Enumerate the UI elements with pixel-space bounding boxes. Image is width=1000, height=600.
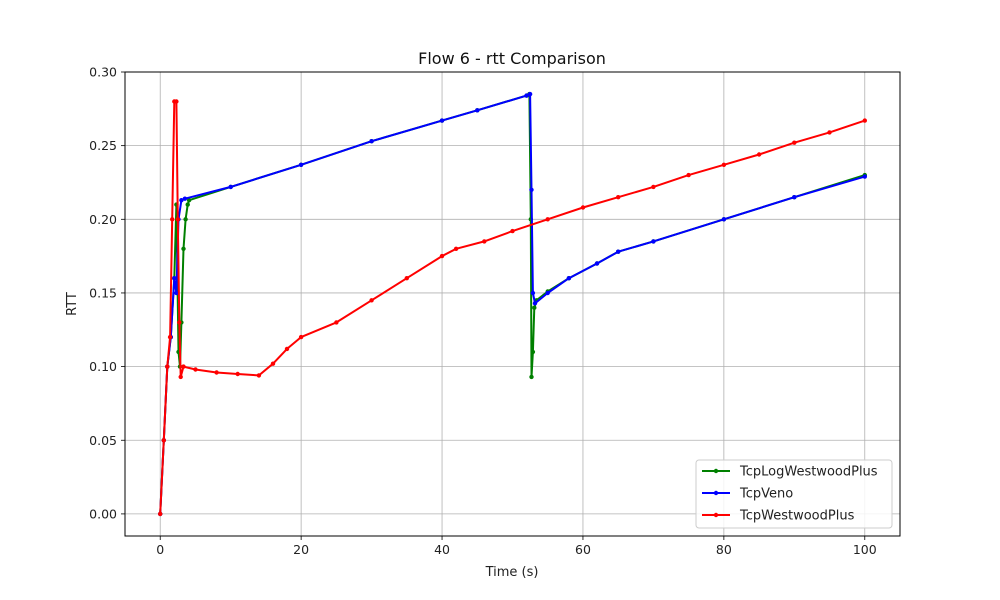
- data-point: [178, 374, 183, 380]
- plot-frame: [124, 71, 901, 537]
- legend-marker: [713, 490, 719, 496]
- y-tick-label: 0.20: [89, 212, 117, 227]
- data-point: [532, 305, 537, 310]
- data-point: [651, 239, 656, 244]
- data-point: [453, 246, 459, 251]
- y-tick-label: 0.30: [89, 65, 117, 80]
- data-point: [566, 276, 572, 281]
- data-point: [181, 246, 186, 251]
- x-axis: 0 20 40 60 80 100: [156, 536, 877, 557]
- data-point: [530, 349, 536, 355]
- data-point: [256, 373, 262, 378]
- data-point: [529, 187, 534, 192]
- x-axis-label: Time (s): [485, 565, 539, 580]
- data-point: [439, 118, 445, 123]
- data-point: [545, 217, 550, 222]
- data-point: [174, 99, 179, 104]
- data-point: [862, 118, 867, 123]
- data-point: [529, 374, 534, 380]
- data-point: [181, 364, 186, 369]
- data-point: [369, 139, 374, 144]
- data-point: [298, 334, 304, 340]
- data-point: [235, 371, 240, 377]
- y-tick-label: 0.00: [89, 506, 117, 521]
- y-tick-label: 0.05: [89, 433, 117, 448]
- data-point: [369, 298, 374, 303]
- data-point: [284, 346, 290, 352]
- series-layer: [158, 91, 867, 517]
- data-point: [721, 217, 727, 222]
- data-point: [404, 276, 409, 281]
- y-tick-label: 0.25: [89, 138, 117, 153]
- data-point: [792, 195, 797, 200]
- data-point: [175, 217, 180, 222]
- data-point: [298, 162, 304, 167]
- data-point: [532, 301, 538, 306]
- data-point: [174, 290, 179, 296]
- legend-label-tcplogwestwoodplus: TcpLogWestwoodPlus: [739, 465, 878, 480]
- x-tick-label: 20: [293, 542, 309, 557]
- data-point: [172, 276, 177, 281]
- x-tick-label: 80: [716, 542, 732, 557]
- y-axis: 0.00 0.05 0.10 0.15 0.20 0.25 0.30: [89, 65, 125, 521]
- data-point: [334, 320, 339, 325]
- data-point: [721, 162, 727, 167]
- data-point: [185, 202, 190, 207]
- series-tcpwestwoodplus: [158, 99, 867, 517]
- data-point: [524, 93, 529, 98]
- data-point: [186, 198, 192, 203]
- legend-box: [695, 459, 893, 529]
- x-tick-label: 60: [575, 542, 591, 557]
- data-point: [756, 152, 762, 157]
- data-point: [165, 364, 170, 369]
- y-axis-label: RTT: [65, 292, 80, 316]
- x-tick-label: 40: [434, 542, 450, 557]
- data-point: [228, 184, 233, 190]
- chart-title: Flow 6 - rtt Comparison: [418, 49, 606, 68]
- x-tick-label: 100: [853, 542, 877, 557]
- legend-label-tcpwestwoodplus: TcpWestwoodPlus: [739, 509, 855, 524]
- legend-label-tcpveno: TcpVeno: [739, 487, 793, 502]
- data-point: [193, 367, 198, 372]
- data-point: [616, 249, 621, 254]
- data-point: [167, 334, 173, 340]
- data-point: [580, 205, 586, 210]
- data-point: [270, 361, 276, 366]
- data-point: [792, 140, 797, 145]
- data-point: [475, 108, 480, 113]
- data-point: [177, 320, 182, 325]
- data-point: [183, 217, 188, 222]
- data-point: [651, 184, 656, 190]
- legend: TcpLogWestwoodPlus TcpVeno TcpWestwoodPlus: [695, 459, 893, 529]
- data-point: [686, 172, 691, 178]
- y-tick-label: 0.15: [89, 285, 117, 300]
- data-point: [182, 196, 188, 201]
- legend-marker: [713, 512, 719, 518]
- data-point: [510, 228, 515, 234]
- data-point: [545, 290, 550, 296]
- data-point: [827, 130, 832, 135]
- data-point: [482, 239, 487, 244]
- data-point: [214, 370, 219, 375]
- data-point: [439, 253, 445, 259]
- data-point: [527, 91, 533, 97]
- x-tick-label: 0: [156, 542, 164, 557]
- y-tick-label: 0.10: [89, 359, 117, 374]
- data-point: [594, 261, 600, 266]
- data-point: [158, 511, 163, 517]
- data-point: [530, 290, 536, 296]
- legend-marker: [713, 468, 719, 474]
- data-point: [862, 174, 867, 179]
- data-point: [161, 438, 166, 443]
- data-point: [179, 198, 184, 203]
- data-point: [170, 217, 175, 222]
- data-point: [616, 195, 621, 200]
